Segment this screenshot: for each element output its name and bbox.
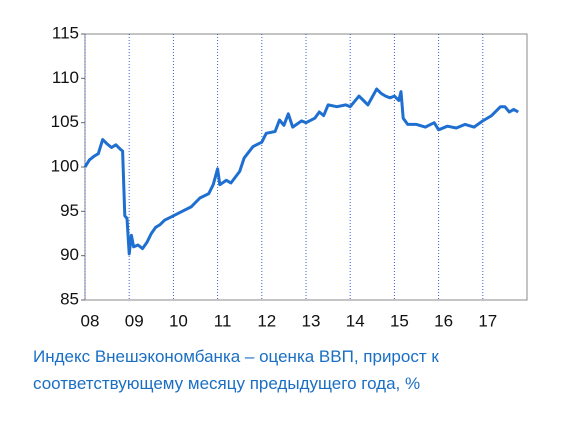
x-tick-label: 17 (478, 311, 497, 330)
x-tick-label: 08 (81, 311, 100, 330)
y-tick-label: 100 (51, 156, 79, 175)
y-tick-label: 105 (51, 112, 79, 131)
x-tick-label: 16 (434, 311, 453, 330)
x-tick-label: 12 (257, 311, 276, 330)
x-tick-label: 14 (346, 311, 365, 330)
y-tick-label: 115 (52, 23, 79, 42)
x-tick-label: 13 (302, 311, 321, 330)
x-tick-label: 15 (390, 311, 409, 330)
caption: Индекс Внешэкономбанка – оценка ВВП, при… (33, 347, 439, 393)
data-line (83, 87, 519, 256)
y-tick-label: 110 (52, 68, 79, 87)
y-tick-label: 85 (60, 289, 79, 308)
y-tick-label: 90 (60, 245, 79, 264)
x-tick-label: 10 (169, 311, 188, 330)
y-tick-label: 95 (60, 201, 79, 220)
x-tick-label: 11 (214, 311, 232, 330)
chart: 85 90 95 100 105 110 115 08 09 10 11 12 13 14 15 16 17 (51, 23, 528, 330)
x-tick-label: 09 (125, 311, 144, 330)
